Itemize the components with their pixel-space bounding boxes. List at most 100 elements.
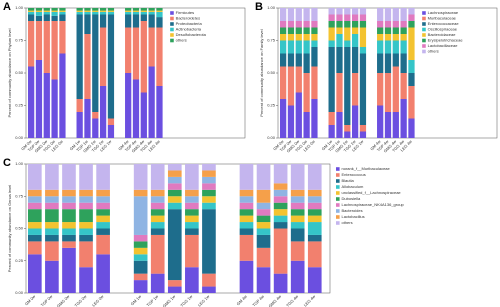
bar-segment	[408, 21, 415, 28]
bar-segment	[295, 53, 302, 67]
bar-segment	[384, 34, 392, 41]
bar-segment	[45, 189, 59, 197]
bar-segment	[280, 53, 287, 67]
bar-segment	[132, 8, 140, 11]
bar-segment	[156, 8, 163, 11]
legend-swatch	[170, 16, 174, 21]
bar-segment	[280, 21, 287, 28]
y-tick-label: 0.00	[15, 290, 24, 295]
bar-segment	[28, 21, 35, 67]
bar-segment	[290, 209, 305, 216]
bar-segment	[239, 209, 254, 216]
bar-segment	[150, 234, 165, 274]
legend-label: Bacteroidetes	[176, 16, 200, 21]
bar-segment	[76, 14, 83, 99]
bar-segment	[273, 202, 288, 210]
bar-segment	[125, 27, 132, 73]
bar-segment	[400, 21, 407, 28]
legend-label: Dubosiella	[342, 196, 361, 201]
bar-segment	[84, 10, 91, 12]
bar-segment	[99, 14, 107, 28]
bar-segment	[408, 86, 415, 119]
bar-segment	[99, 11, 107, 15]
bar-segment	[307, 222, 322, 235]
bar-segment	[280, 34, 287, 41]
bar-segment	[92, 11, 99, 15]
bar-segment	[328, 14, 335, 21]
bar-segment	[351, 8, 359, 15]
legend-label: Blautia	[342, 178, 355, 183]
y-axis-label: Percent of community abundance on Genus …	[7, 185, 12, 272]
bar-segment	[133, 247, 148, 255]
bar-segment	[202, 196, 216, 203]
bar-segment	[273, 209, 288, 216]
bar-segment	[336, 27, 343, 34]
bar-segment	[185, 228, 199, 235]
x-tick-label: GMG 0w	[56, 294, 71, 307]
bar-segment	[287, 40, 295, 54]
bar-segment	[303, 73, 310, 112]
bar-segment	[150, 209, 165, 216]
bar-segment	[359, 131, 367, 138]
y-tick-label: 1.00	[15, 161, 24, 166]
bar-segment	[359, 47, 367, 54]
bar-segment	[351, 27, 359, 34]
bar-segment	[45, 222, 59, 229]
bar-segment	[133, 241, 148, 248]
bar-segment	[287, 66, 295, 106]
bar-segment	[28, 202, 42, 210]
bar-segment	[140, 11, 147, 15]
bar-segment	[185, 189, 199, 197]
bar-segment	[62, 164, 76, 190]
bar-segment	[79, 267, 93, 293]
bar-segment	[359, 27, 367, 47]
bar-segment	[239, 215, 254, 223]
bar-segment	[167, 286, 182, 293]
legend-label: Allobaculum	[342, 184, 364, 189]
bar-segment	[384, 40, 392, 54]
bar-segment	[384, 112, 392, 138]
bar-segment	[303, 8, 310, 21]
bar-segment	[256, 228, 271, 235]
bar-segment	[273, 196, 288, 203]
x-tick-label: GM 0w	[24, 294, 37, 307]
bar-segment	[239, 234, 254, 261]
legend-swatch	[170, 11, 174, 15]
bar-segment	[148, 14, 155, 28]
bar-segment	[256, 189, 271, 203]
bar-segment	[132, 14, 140, 28]
bar-segment	[408, 14, 415, 21]
bar-segment	[290, 222, 305, 229]
bar-segment	[125, 11, 132, 15]
bar-segment	[328, 40, 335, 47]
panel-label: A	[3, 1, 11, 13]
bar-segment	[377, 34, 384, 41]
bar-segment	[148, 10, 155, 12]
legend-swatch	[422, 11, 426, 15]
bar-segment	[377, 105, 384, 138]
bar-segment	[79, 234, 93, 242]
legend-label: Enterococcus	[342, 172, 366, 177]
bar-segment	[202, 170, 216, 177]
bar-segment	[133, 254, 148, 261]
bar-segment	[156, 11, 163, 18]
bar-segment	[51, 11, 58, 16]
bar-segment	[150, 222, 165, 229]
bar-segment	[384, 73, 392, 112]
bar-segment	[156, 27, 163, 86]
bar-segment	[92, 118, 99, 138]
bar-segment	[51, 10, 58, 12]
bar-segment	[59, 11, 66, 15]
bar-segment	[287, 27, 295, 34]
y-tick-label: 0.75	[267, 38, 276, 43]
x-tick-label: TGG 1w	[179, 294, 193, 307]
bar-segment	[62, 209, 76, 223]
legend-label: Bacteroides	[342, 208, 363, 213]
bar-segment	[150, 189, 165, 197]
bar-segment	[311, 47, 318, 67]
bar-segment	[35, 15, 43, 21]
bar-segment	[351, 34, 359, 47]
bar-segment	[295, 34, 302, 41]
bar-segment	[295, 92, 302, 138]
bar-segment	[132, 10, 140, 12]
